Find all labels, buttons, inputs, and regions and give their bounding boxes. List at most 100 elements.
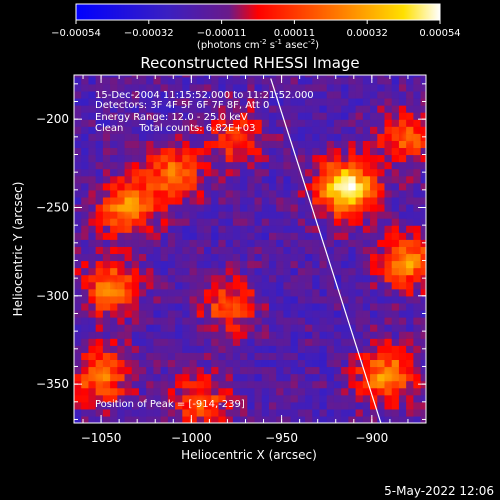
heatmap-cell <box>290 274 299 283</box>
heatmap-cell <box>398 126 407 134</box>
heatmap-cell <box>153 246 162 255</box>
x-axis-label: Heliocentric X (arcsec) <box>181 448 317 462</box>
heatmap-cell <box>211 401 220 410</box>
heatmap-cell <box>124 373 133 382</box>
heatmap-cell <box>319 366 328 375</box>
heatmap-cell <box>131 373 140 382</box>
heatmap-cell <box>124 76 133 85</box>
heatmap-cell <box>297 366 306 375</box>
heatmap-cell <box>398 295 407 304</box>
heatmap-cell <box>81 196 90 205</box>
heatmap-cell <box>218 126 227 134</box>
heatmap-cell <box>276 232 284 240</box>
heatmap-cell <box>268 338 277 346</box>
heatmap-cell <box>305 331 313 339</box>
heatmap-cell <box>305 83 313 92</box>
heatmap-cell <box>182 380 191 389</box>
heatmap-cell <box>131 415 140 423</box>
heatmap-cell <box>305 218 313 226</box>
heatmap-cell <box>203 246 212 255</box>
heatmap-cell <box>319 182 328 191</box>
heatmap-source <box>340 182 353 195</box>
heatmap-cell <box>95 97 104 106</box>
heatmap-cell <box>362 408 371 417</box>
heatmap-cell <box>203 126 212 134</box>
heatmap-cell <box>225 401 234 410</box>
heatmap-cell <box>413 345 422 353</box>
heatmap-cell <box>326 324 335 332</box>
heatmap-cell <box>420 352 426 361</box>
heatmap-cell <box>391 288 400 297</box>
heatmap-cell <box>384 211 393 219</box>
heatmap-cell <box>290 225 299 233</box>
heatmap-cell <box>370 182 378 191</box>
heatmap-cell <box>218 203 227 212</box>
heatmap-cell <box>95 154 104 163</box>
heatmap-cell <box>333 408 342 417</box>
heatmap-cell <box>175 331 183 339</box>
heatmap-cell <box>312 274 321 283</box>
heatmap-cell <box>95 394 104 403</box>
heatmap-cell <box>297 302 306 311</box>
heatmap-cell <box>211 260 220 269</box>
heatmap-cell <box>240 317 248 325</box>
heatmap-cell <box>391 359 400 368</box>
heatmap-cell <box>110 196 118 205</box>
heatmap-cell <box>175 182 183 191</box>
heatmap-cell <box>131 281 140 290</box>
heatmap-cell <box>117 168 126 177</box>
heatmap-cell <box>348 232 357 240</box>
heatmap-cell <box>254 140 263 149</box>
heatmap-cell <box>74 112 82 120</box>
heatmap-cell <box>189 218 198 226</box>
heatmap-cell <box>413 168 422 177</box>
heatmap-cell <box>189 97 198 106</box>
heatmap-cell <box>413 359 422 368</box>
heatmap-cell <box>312 168 321 177</box>
heatmap-image <box>74 75 426 423</box>
heatmap-cell <box>189 309 198 318</box>
heatmap-cell <box>276 90 284 99</box>
heatmap-cell <box>124 161 133 170</box>
heatmap-cell <box>283 352 292 361</box>
heatmap-cell <box>146 76 155 85</box>
heatmap-cell <box>74 189 82 198</box>
heatmap-cell <box>182 126 191 134</box>
heatmap-cell <box>175 154 183 163</box>
heatmap-cell <box>95 189 104 198</box>
heatmap-cell <box>110 140 118 149</box>
heatmap-cell <box>261 126 270 134</box>
heatmap-cell <box>189 90 198 99</box>
heatmap-cell <box>305 288 313 297</box>
heatmap-cell <box>203 154 212 163</box>
heatmap-cell <box>146 119 155 127</box>
heatmap-cell <box>406 112 414 120</box>
heatmap-cell <box>167 309 176 318</box>
heatmap-cell <box>305 168 313 177</box>
heatmap-cell <box>196 324 205 332</box>
heatmap-cell <box>117 359 126 368</box>
heatmap-cell <box>189 161 198 170</box>
heatmap-cell <box>232 338 241 346</box>
heatmap-cell <box>398 112 407 120</box>
heatmap-cell <box>138 203 147 212</box>
heatmap-cell <box>305 154 313 163</box>
heatmap-cell <box>377 140 386 149</box>
heatmap-cell <box>160 140 169 149</box>
heatmap-cell <box>398 211 407 219</box>
heatmap-cell <box>398 140 407 149</box>
heatmap-cell <box>124 232 133 240</box>
heatmap-cell <box>153 324 162 332</box>
heatmap-cell <box>196 359 205 368</box>
heatmap-cell <box>305 203 313 212</box>
heatmap-cell <box>146 112 155 120</box>
heatmap-cell <box>247 317 256 325</box>
heatmap-cell <box>297 324 306 332</box>
heatmap-cell <box>138 295 147 304</box>
heatmap-cell <box>326 147 335 156</box>
heatmap-cell <box>391 75 400 78</box>
heatmap-cell <box>370 218 378 226</box>
heatmap-cell <box>297 281 306 290</box>
heatmap-cell <box>283 260 292 269</box>
heatmap-cell <box>391 331 400 339</box>
